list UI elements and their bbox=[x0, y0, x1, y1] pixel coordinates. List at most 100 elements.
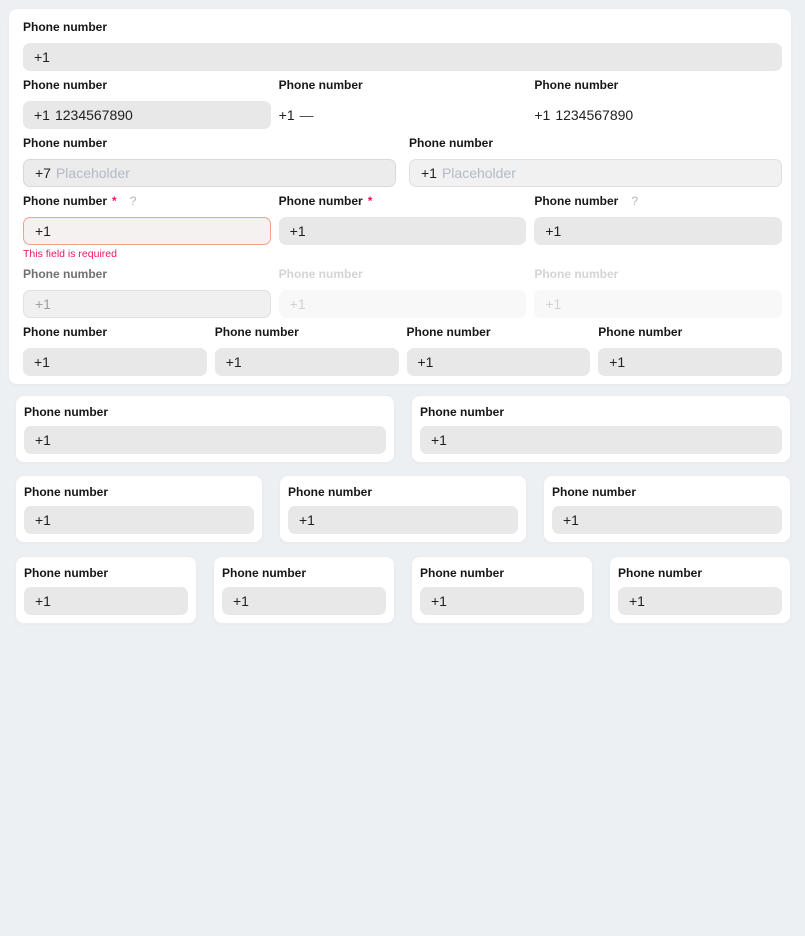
required-asterisk: * bbox=[112, 194, 117, 208]
dial-code-prefix: +1 bbox=[629, 593, 645, 609]
phone-field-label: Phone number bbox=[23, 325, 108, 339]
phone-input-disabled: +1 bbox=[278, 290, 527, 318]
phone-input[interactable]: +1 bbox=[24, 587, 188, 615]
phone-field-label: Phone number bbox=[222, 566, 307, 580]
phone-field-default: Phone number +1 bbox=[23, 20, 782, 71]
dial-code-prefix: +1 bbox=[35, 593, 51, 609]
card-row-three: Phone number +1 Phone number +1 Phone nu… bbox=[15, 475, 791, 543]
phone-field-required: Phone number * +1 bbox=[278, 194, 527, 260]
dial-code-prefix: +1 bbox=[34, 107, 50, 123]
dial-code-prefix: +1 bbox=[34, 49, 50, 65]
phone-input[interactable]: +1 bbox=[24, 506, 254, 534]
phone-input[interactable]: +1 bbox=[288, 506, 518, 534]
phone-input-filled[interactable]: +1 1234567890 bbox=[23, 101, 271, 129]
phone-field-label: Phone number bbox=[420, 405, 505, 419]
field-row-required: Phone number * ? +1 This field is requir… bbox=[23, 194, 783, 260]
field-row-filled-variants: Phone number +1 1234567890 Phone number … bbox=[23, 78, 782, 129]
phone-field-label: Phone number bbox=[278, 78, 363, 92]
field-row-full-width: Phone number +1 bbox=[23, 20, 782, 71]
phone-input[interactable]: +1 bbox=[420, 587, 584, 615]
phone-input-placeholder-us[interactable]: +1 Placeholder bbox=[409, 159, 782, 187]
phone-field-error: Phone number * ? +1 This field is requir… bbox=[23, 194, 271, 260]
dial-code-prefix: +1 bbox=[421, 165, 437, 181]
phone-field-label: Phone number bbox=[24, 405, 109, 419]
phone-field-filled: Phone number +1 1234567890 bbox=[23, 78, 271, 129]
phone-field-label: Phone number bbox=[24, 566, 109, 580]
phone-field-label: Phone number bbox=[534, 267, 619, 281]
dial-code-prefix: +1 bbox=[417, 354, 434, 370]
dial-code-prefix: +1 bbox=[299, 512, 315, 528]
help-icon[interactable]: ? bbox=[631, 194, 639, 208]
dial-code-prefix: +1 bbox=[289, 223, 306, 239]
phone-display-filled: +1 1234567890 bbox=[534, 101, 782, 129]
phone-field-label: Phone number bbox=[24, 485, 109, 499]
phone-field-label: Phone number bbox=[534, 78, 619, 92]
phone-input[interactable]: +1 bbox=[552, 506, 782, 534]
phone-field-card: Phone number +1 bbox=[543, 475, 791, 543]
field-row-compact: Phone number +1 Phone number +1 Phone nu… bbox=[23, 325, 782, 376]
phone-field-default: Phone number +1 bbox=[23, 325, 207, 376]
dial-code-prefix: +1 bbox=[431, 432, 447, 448]
phone-field-label: Phone number bbox=[552, 485, 637, 499]
phone-field-placeholder-us: Phone number +1 Placeholder bbox=[409, 136, 782, 187]
phone-field-disabled: Phone number +1 bbox=[534, 267, 783, 318]
dial-code-prefix: +1 bbox=[545, 296, 562, 312]
phone-field-card: Phone number +1 bbox=[411, 395, 791, 463]
phone-field-label: Phone number bbox=[406, 325, 491, 339]
phone-field-default: Phone number +1 bbox=[598, 325, 782, 376]
phone-field-label: Phone number * ? bbox=[23, 194, 137, 208]
phone-field-label: Phone number bbox=[598, 325, 683, 339]
phone-field-label: Phone number bbox=[278, 267, 363, 281]
dial-code-prefix: +1 bbox=[431, 593, 447, 609]
dial-code-prefix: +1 bbox=[289, 296, 306, 312]
phone-input-error[interactable]: +1 bbox=[23, 217, 271, 245]
phone-fields-card: Phone number +1 Phone number +1 12345678… bbox=[8, 8, 792, 385]
phone-field-card: Phone number +1 bbox=[609, 556, 791, 624]
placeholder-text: Placeholder bbox=[55, 165, 130, 181]
dial-code-prefix: +1 bbox=[35, 512, 51, 528]
phone-input[interactable]: +1 bbox=[222, 587, 386, 615]
dial-code-prefix: +7 bbox=[35, 165, 51, 181]
dial-code-prefix: +1 bbox=[563, 512, 579, 528]
phone-field-label: Phone number ? bbox=[534, 194, 639, 208]
phone-field-label: Phone number bbox=[23, 267, 108, 281]
phone-input[interactable]: +1 bbox=[618, 587, 782, 615]
phone-input[interactable]: +1 bbox=[23, 43, 782, 71]
phone-field-placeholder-ru: Phone number +7 Placeholder bbox=[23, 136, 396, 187]
phone-field-label: Phone number bbox=[23, 20, 108, 34]
required-asterisk: * bbox=[367, 194, 373, 208]
phone-field-default: Phone number +1 bbox=[406, 325, 591, 376]
dial-code-prefix: +1 bbox=[35, 432, 51, 448]
phone-number-value: 1234567890 bbox=[555, 107, 634, 123]
phone-input[interactable]: +1 bbox=[24, 426, 386, 454]
phone-input[interactable]: +1 bbox=[406, 348, 591, 376]
error-message: This field is required bbox=[23, 248, 117, 260]
phone-field-default: Phone number +1 bbox=[214, 325, 399, 376]
field-row-disabled: Phone number +1 Phone number +1 Phone nu… bbox=[23, 267, 783, 318]
placeholder-text: Placeholder bbox=[441, 165, 516, 181]
phone-input[interactable]: +1 bbox=[420, 426, 782, 454]
phone-field-label: Phone number * bbox=[278, 194, 373, 208]
field-row-placeholders: Phone number +7 Placeholder Phone number… bbox=[23, 136, 782, 187]
phone-field-label: Phone number bbox=[409, 136, 494, 150]
phone-field-display-empty: Phone number +1 — bbox=[279, 78, 527, 129]
phone-field-display-filled: Phone number +1 1234567890 bbox=[534, 78, 782, 129]
dial-code-prefix: +1 bbox=[534, 107, 551, 123]
phone-input-readonly[interactable]: +1 bbox=[23, 290, 271, 318]
phone-number-value: 1234567890 bbox=[54, 107, 133, 123]
phone-field-card: Phone number +1 bbox=[15, 395, 395, 463]
phone-input-help[interactable]: +1 bbox=[534, 217, 783, 245]
phone-input[interactable]: +1 bbox=[214, 348, 399, 376]
dial-code-prefix: +1 bbox=[278, 107, 295, 123]
phone-field-label: Phone number bbox=[214, 325, 299, 339]
help-icon[interactable]: ? bbox=[129, 194, 137, 208]
phone-field-label: Phone number bbox=[23, 136, 108, 150]
phone-display-empty: +1 — bbox=[279, 101, 527, 129]
phone-input[interactable]: +1 bbox=[23, 348, 207, 376]
phone-input[interactable]: +1 bbox=[598, 348, 782, 376]
phone-field-card: Phone number +1 bbox=[279, 475, 527, 543]
phone-input-required[interactable]: +1 bbox=[278, 217, 527, 245]
dial-code-prefix: +1 bbox=[34, 354, 50, 370]
dial-code-prefix: +1 bbox=[35, 223, 51, 239]
phone-input-placeholder-ru[interactable]: +7 Placeholder bbox=[23, 159, 396, 187]
